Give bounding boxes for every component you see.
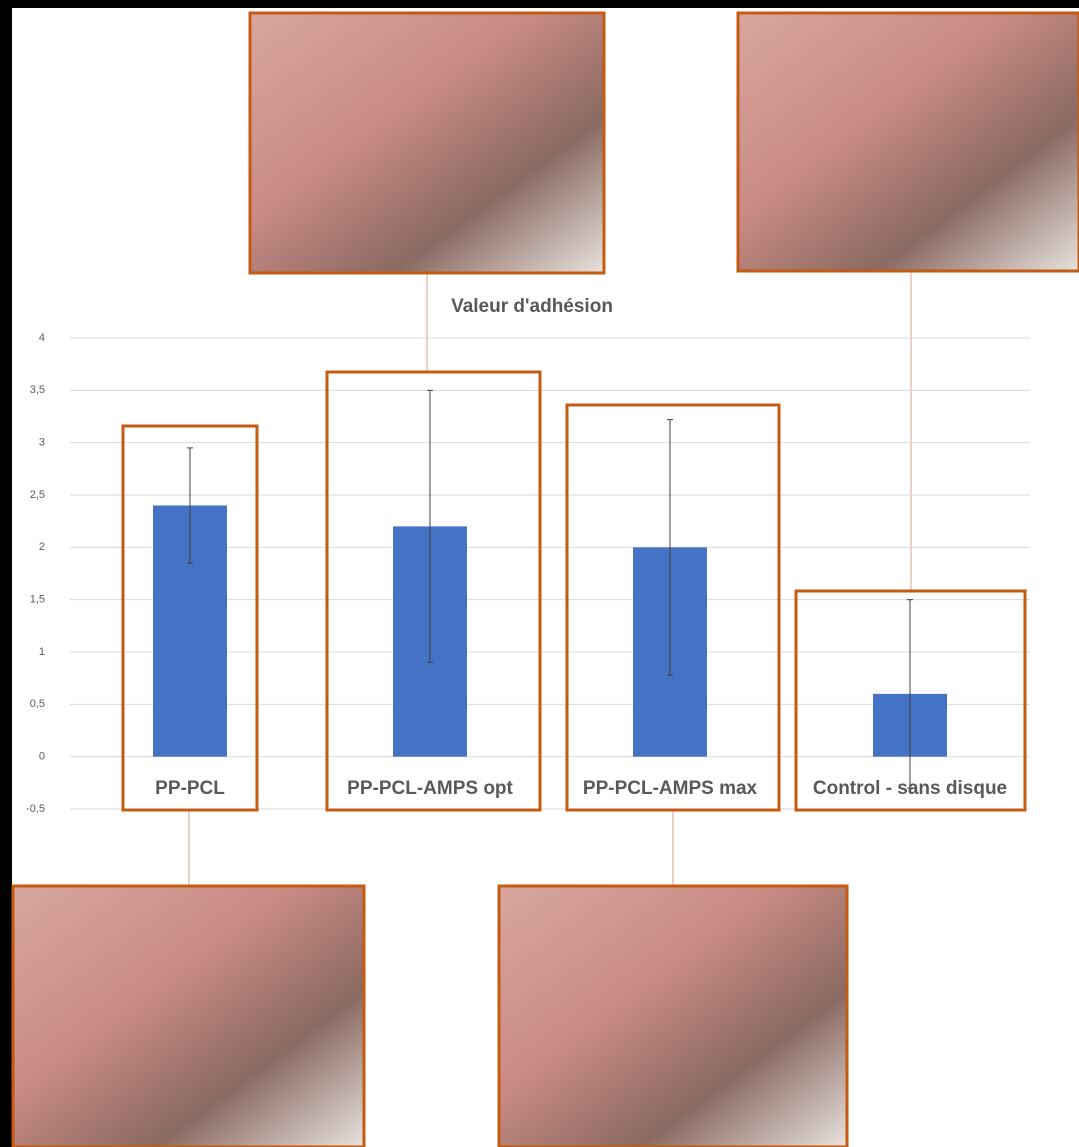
photo xyxy=(248,11,606,275)
photo xyxy=(11,884,366,1147)
y-tick-label: 3 xyxy=(39,437,45,449)
frame-top xyxy=(0,0,1079,8)
y-tick-label: 1,5 xyxy=(30,594,45,606)
error-bar xyxy=(907,599,913,789)
y-tick-label: -0,5 xyxy=(26,803,45,815)
y-tick-label: 0 xyxy=(39,751,45,763)
y-tick-label: 4 xyxy=(39,332,45,344)
x-tick-label: PP-PCL xyxy=(155,778,225,799)
error-bar xyxy=(667,419,673,676)
frame-left xyxy=(0,0,12,1147)
y-tick-label: 1 xyxy=(39,646,45,658)
chart-title: Valeur d'adhésion xyxy=(451,296,613,317)
error-bar xyxy=(427,389,433,663)
photo xyxy=(736,11,1079,273)
photo xyxy=(497,884,849,1147)
y-tick-label: 2 xyxy=(39,541,45,553)
highlight-box xyxy=(794,589,1027,812)
y-tick-label: 0,5 xyxy=(30,698,45,710)
highlight-box xyxy=(325,370,542,812)
highlight-box xyxy=(121,424,259,812)
highlight-box xyxy=(565,403,781,812)
x-tick-label: PP-PCL-AMPS max xyxy=(583,778,758,799)
error-bar xyxy=(187,447,193,564)
y-tick-label: 3,5 xyxy=(30,384,45,396)
y-tick-label: 2,5 xyxy=(30,489,45,501)
x-tick-label: PP-PCL-AMPS opt xyxy=(347,778,513,799)
